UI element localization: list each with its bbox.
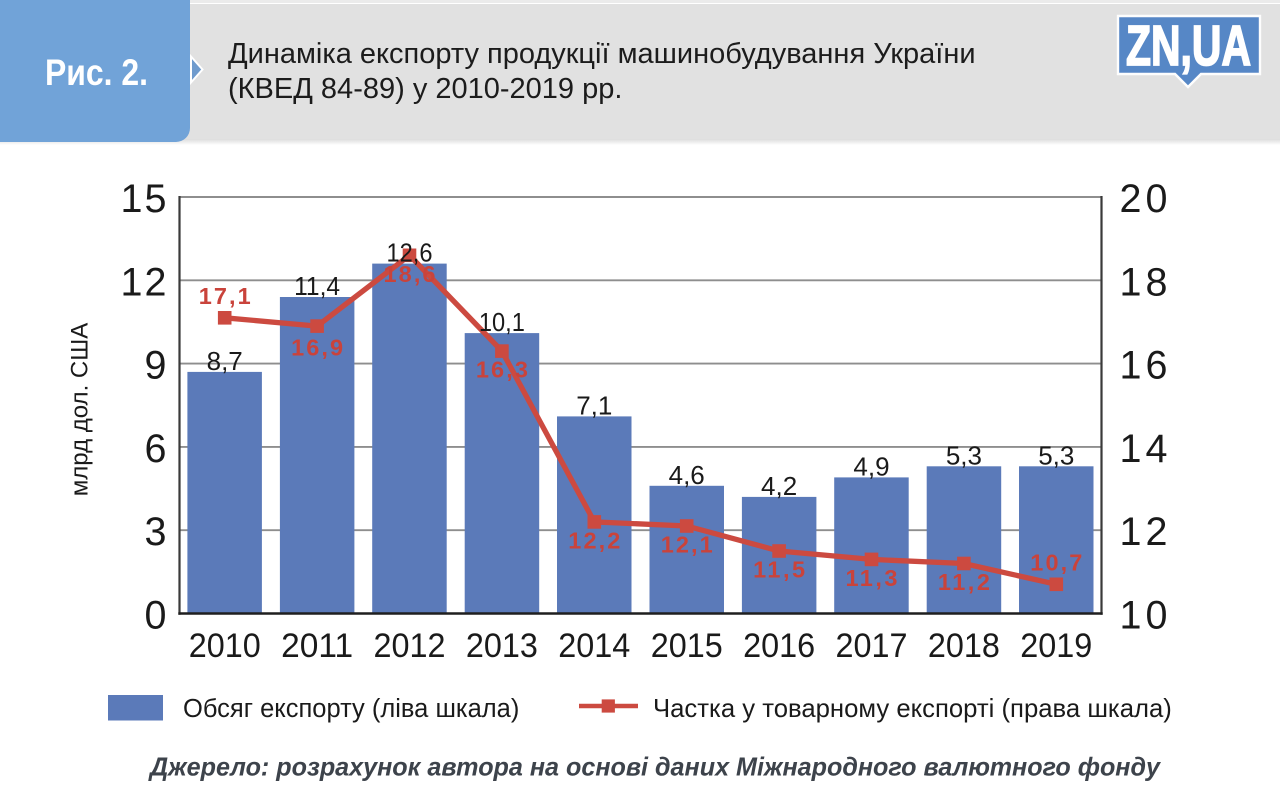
svg-text:ZN,UA: ZN,UA: [1126, 14, 1251, 78]
svg-text:4,6: 4,6: [669, 460, 705, 490]
svg-text:2017: 2017: [836, 627, 908, 665]
svg-text:5,3: 5,3: [946, 440, 982, 470]
svg-text:11,3: 11,3: [846, 565, 898, 591]
svg-text:12,2: 12,2: [568, 527, 620, 553]
svg-text:2013: 2013: [466, 627, 538, 665]
svg-text:12,1: 12,1: [661, 532, 713, 558]
svg-text:16,3: 16,3: [476, 357, 528, 383]
svg-text:3: 3: [145, 510, 167, 554]
svg-text:2018: 2018: [928, 627, 1000, 665]
svg-text:Частка у товарному експорті (п: Частка у товарному експорті (права шкала…: [653, 695, 1172, 723]
svg-text:2012: 2012: [374, 627, 446, 665]
svg-text:18: 18: [1120, 260, 1168, 304]
svg-text:11,5: 11,5: [753, 557, 805, 583]
svg-text:Обсяг експорту (ліва шкала): Обсяг експорту (ліва шкала): [183, 695, 519, 723]
svg-text:10,7: 10,7: [1030, 549, 1082, 575]
svg-text:Рис. 2.: Рис. 2.: [45, 52, 148, 93]
svg-text:11,4: 11,4: [294, 271, 340, 301]
svg-text:7,1: 7,1: [576, 390, 612, 420]
svg-text:12,6: 12,6: [387, 238, 433, 268]
svg-text:6: 6: [145, 427, 167, 471]
svg-text:9: 9: [145, 344, 167, 388]
svg-text:15: 15: [121, 177, 167, 221]
svg-text:11,2: 11,2: [938, 569, 990, 595]
svg-text:12: 12: [121, 260, 167, 304]
svg-text:4,9: 4,9: [853, 451, 889, 481]
svg-text:млрд дол. США: млрд дол. США: [67, 323, 94, 496]
svg-text:Джерело: розрахунок автора на: Джерело: розрахунок автора на основі дан…: [148, 752, 1161, 782]
svg-text:20: 20: [1120, 177, 1168, 221]
svg-text:2016: 2016: [743, 627, 815, 665]
svg-text:0: 0: [145, 594, 167, 638]
svg-text:14: 14: [1120, 427, 1168, 471]
svg-text:16,9: 16,9: [291, 335, 343, 361]
svg-text:2011: 2011: [281, 627, 353, 665]
svg-text:17,1: 17,1: [199, 283, 251, 309]
svg-text:5,3: 5,3: [1038, 440, 1074, 470]
svg-text:2015: 2015: [651, 627, 723, 665]
svg-text:2014: 2014: [558, 627, 630, 665]
svg-text:12: 12: [1120, 510, 1168, 554]
svg-text:2010: 2010: [189, 627, 261, 665]
svg-text:4,2: 4,2: [761, 471, 797, 501]
svg-text:10: 10: [1120, 594, 1168, 638]
svg-text:18,6: 18,6: [384, 261, 436, 287]
svg-text:8,7: 8,7: [207, 346, 243, 376]
svg-text:16: 16: [1120, 344, 1168, 388]
svg-text:10,1: 10,1: [479, 307, 525, 337]
svg-text:2019: 2019: [1020, 627, 1092, 665]
